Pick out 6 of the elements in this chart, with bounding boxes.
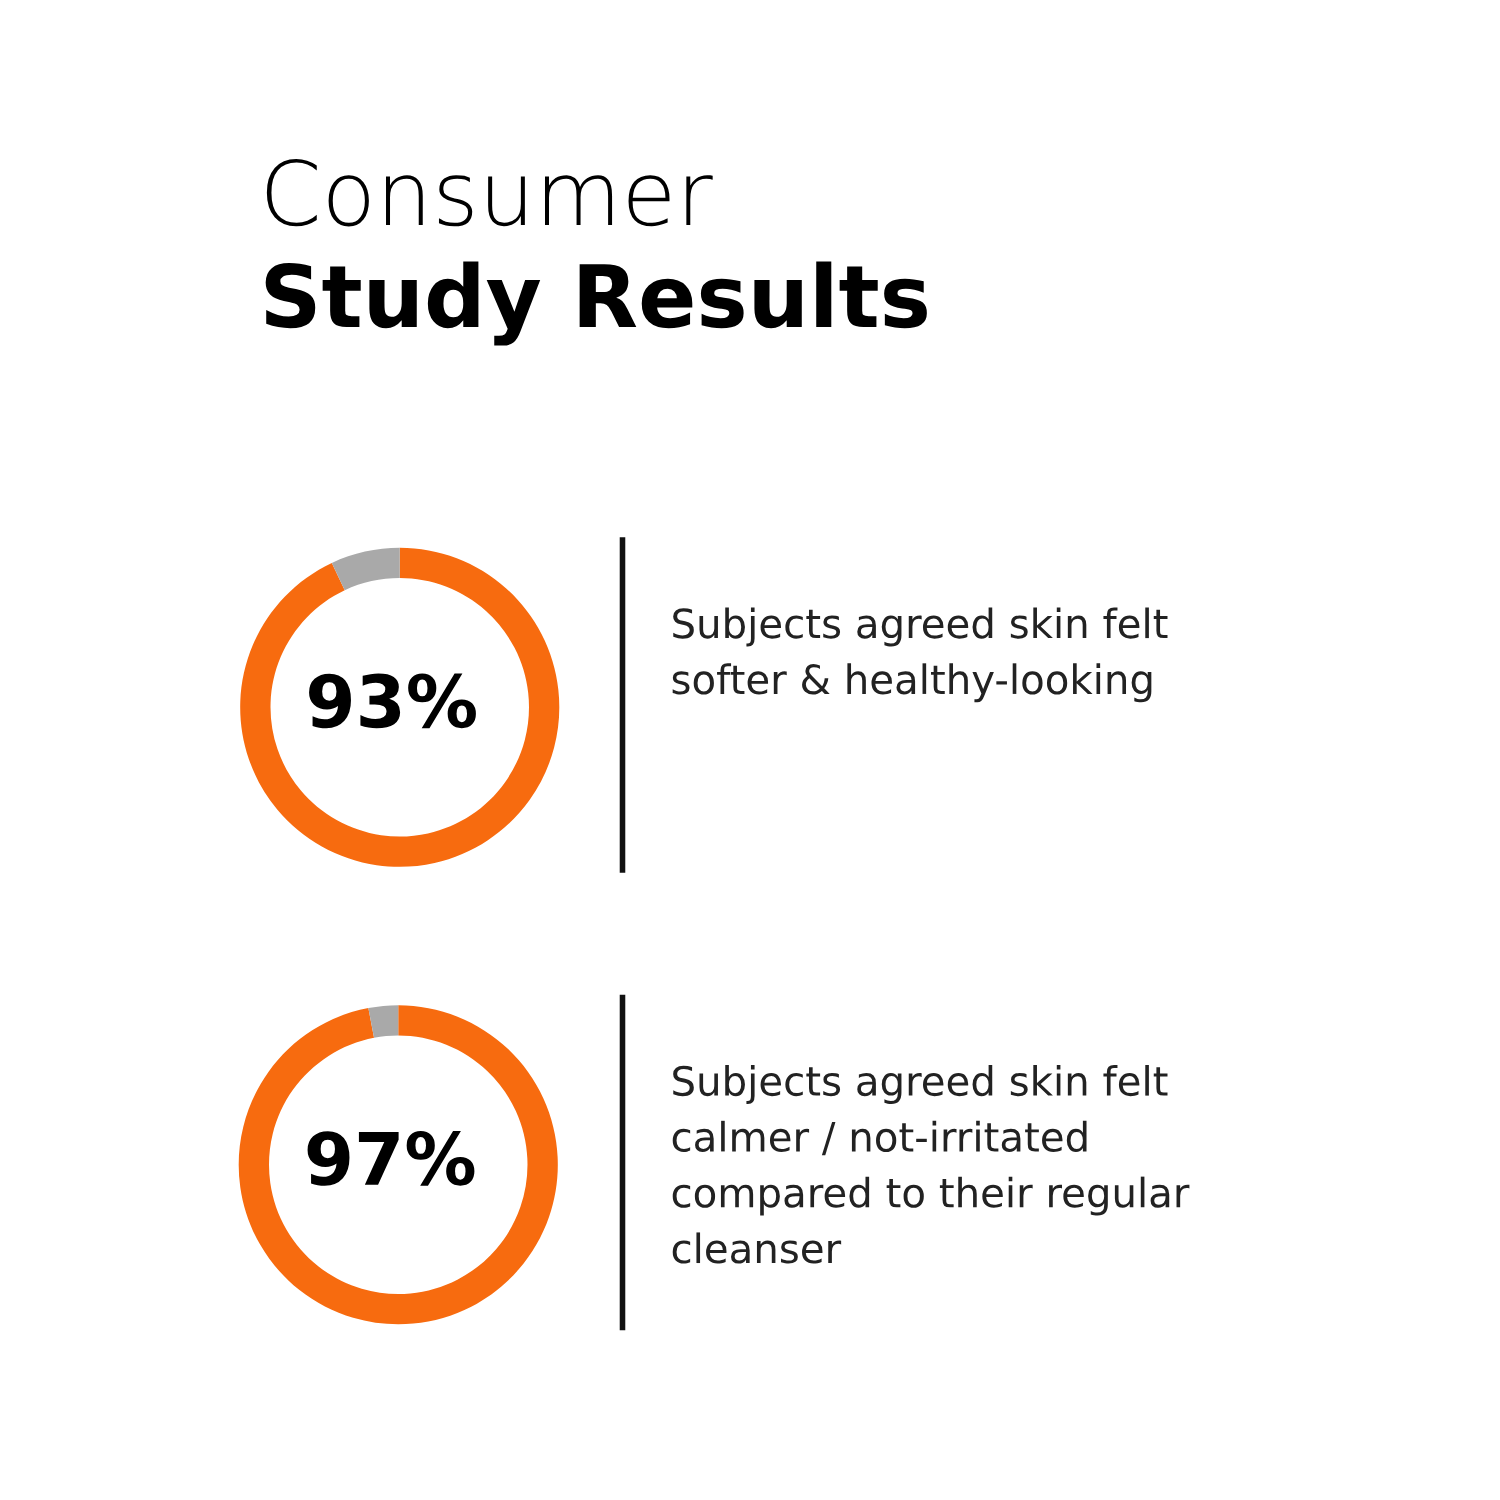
text: Subjects agreed skin felt softer & healthy-looking: [672, 607, 1168, 703]
data-label: 93%: [309, 673, 476, 729]
chart-subtitle: Study Results: [265, 261, 927, 346]
text: Subjects agreed skin felt calmer / not-irritated compared to their regular cleanser: [672, 1065, 1190, 1264]
data-label: 97%: [307, 1131, 475, 1186]
chart-title: Consumer: [266, 159, 713, 227]
